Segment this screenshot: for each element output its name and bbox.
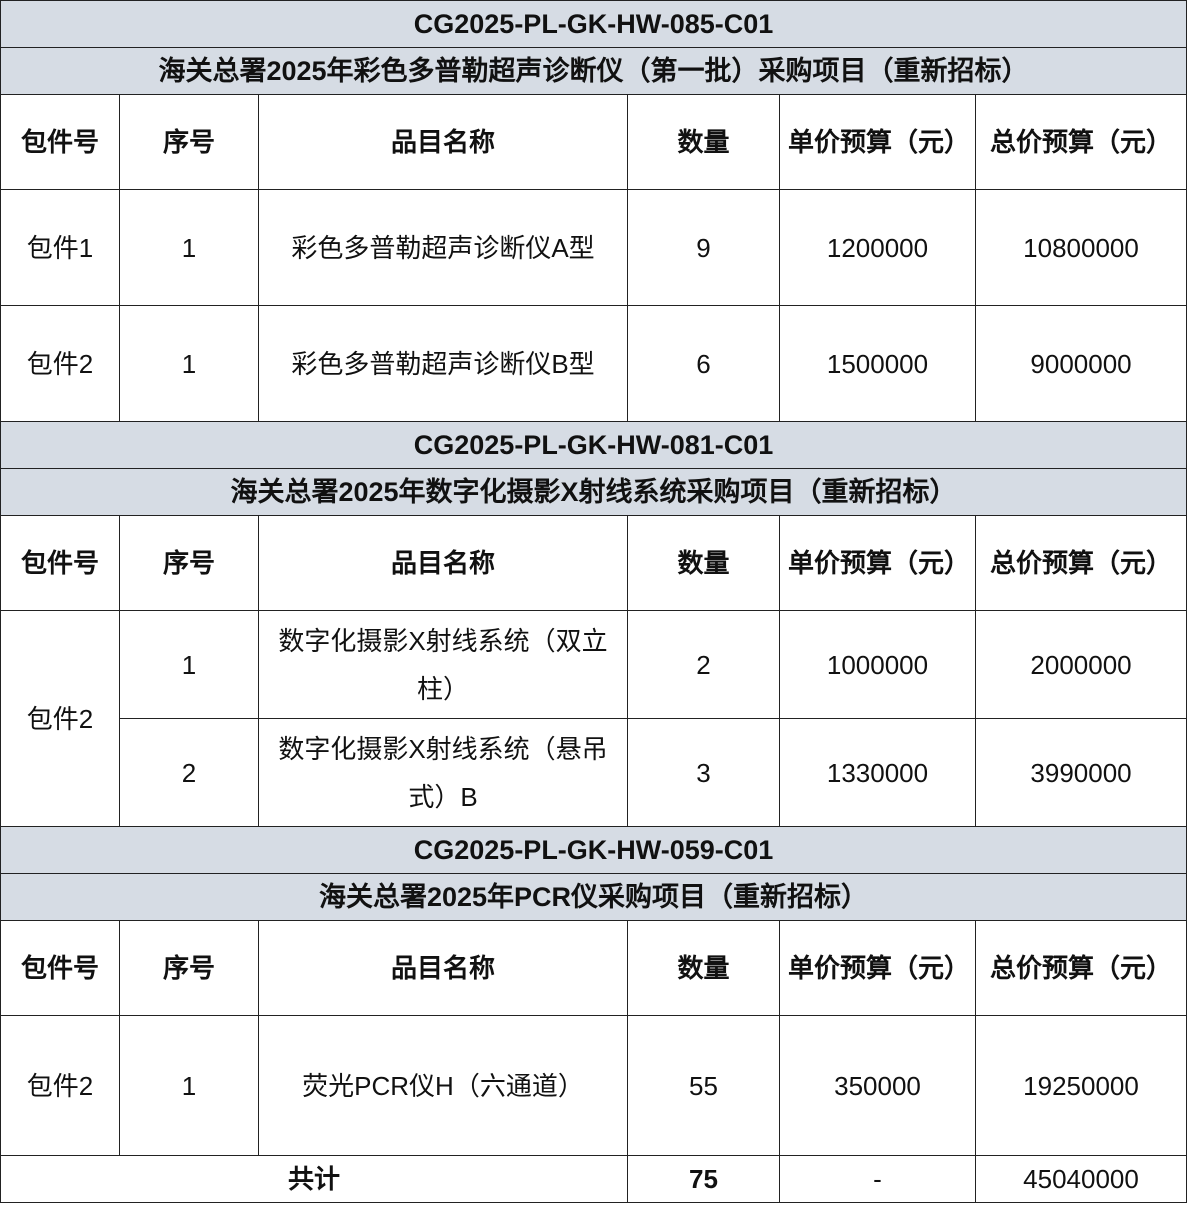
- total-budget-cell: 19250000: [974, 1015, 1187, 1156]
- seq-cell: 1: [119, 610, 259, 719]
- column-header-unit-budget: 单价预算（元）: [779, 94, 976, 190]
- column-header-quantity: 数量: [627, 515, 780, 611]
- total-label: 共计: [0, 1155, 628, 1203]
- column-header-unit-budget: 单价预算（元）: [779, 515, 976, 611]
- project-title: 海关总署2025年数字化摄影X射线系统采购项目（重新招标）: [0, 468, 1187, 516]
- seq-cell: 1: [119, 189, 259, 306]
- total-row: 共计 75-45040000: [0, 1155, 1187, 1203]
- item-name-cell: 彩色多普勒超声诊断仪A型: [258, 189, 628, 306]
- column-header-total-budget: 总价预算（元）: [974, 515, 1187, 611]
- column-header-seq: 序号: [119, 920, 259, 1016]
- project-title-row: 海关总署2025年彩色多普勒超声诊断仪（第一批）采购项目（重新招标）: [0, 47, 1187, 95]
- column-header-quantity: 数量: [627, 920, 780, 1016]
- item-name-cell: 荧光PCR仪H（六通道）: [258, 1015, 628, 1156]
- quantity-cell: 6: [627, 305, 780, 422]
- column-header-item-name: 品目名称: [258, 515, 628, 611]
- table-row: 包件2 1 荧光PCR仪H（六通道） 55 350000 19250000: [0, 1015, 1187, 1156]
- project-title-row: 海关总署2025年数字化摄影X射线系统采购项目（重新招标）: [0, 468, 1187, 516]
- seq-cell: 1: [119, 305, 259, 422]
- package-cell: 包件2: [0, 1015, 120, 1156]
- seq-cell: 1: [119, 1015, 259, 1156]
- project-title-row: 海关总署2025年PCR仪采购项目（重新招标）: [0, 873, 1187, 921]
- total-unit-budget: -: [779, 1155, 976, 1203]
- project-code-row: CG2025-PL-GK-HW-081-C01: [0, 421, 1187, 469]
- column-header-package: 包件号: [0, 515, 120, 611]
- package-cell: 包件2: [0, 610, 120, 827]
- column-header-unit-budget: 单价预算（元）: [779, 920, 976, 1016]
- column-header-total-budget: 总价预算（元）: [974, 920, 1187, 1016]
- project-title: 海关总署2025年PCR仪采购项目（重新招标）: [0, 873, 1187, 921]
- quantity-cell: 3: [627, 718, 780, 827]
- total-budget-cell: 10800000: [974, 189, 1187, 306]
- column-header-package: 包件号: [0, 920, 120, 1016]
- project-code-row: CG2025-PL-GK-HW-059-C01: [0, 826, 1187, 874]
- column-header-total-budget: 总价预算（元）: [974, 94, 1187, 190]
- total-budget-sum: 45040000: [974, 1155, 1187, 1203]
- seq-cell: 2: [119, 718, 259, 827]
- package-cell: 包件1: [0, 189, 120, 306]
- unit-budget-cell: 1500000: [779, 305, 976, 422]
- total-quantity: 75: [627, 1155, 780, 1203]
- header-row: 包件号 序号 品目名称 数量 单价预算（元） 总价预算（元）: [0, 515, 1187, 611]
- project-title: 海关总署2025年彩色多普勒超声诊断仪（第一批）采购项目（重新招标）: [0, 47, 1187, 95]
- unit-budget-cell: 1000000: [779, 610, 976, 719]
- header-row: 包件号 序号 品目名称 数量 单价预算（元） 总价预算（元）: [0, 94, 1187, 190]
- column-header-seq: 序号: [119, 94, 259, 190]
- column-header-package: 包件号: [0, 94, 120, 190]
- project-code-row: CG2025-PL-GK-HW-085-C01: [0, 0, 1187, 48]
- item-name-cell: 数字化摄影X射线系统（悬吊式）B: [258, 718, 628, 827]
- table-row: 包件1 1 彩色多普勒超声诊断仪A型 9 1200000 10800000: [0, 189, 1187, 306]
- column-header-item-name: 品目名称: [258, 920, 628, 1016]
- project-code: CG2025-PL-GK-HW-085-C01: [0, 0, 1187, 48]
- table-row: 包件2 1 彩色多普勒超声诊断仪B型 6 1500000 9000000: [0, 305, 1187, 422]
- column-header-item-name: 品目名称: [258, 94, 628, 190]
- unit-budget-cell: 1330000: [779, 718, 976, 827]
- table-row: 2 数字化摄影X射线系统（悬吊式）B 3 1330000 3990000: [1, 718, 1187, 827]
- total-budget-cell: 9000000: [974, 305, 1187, 422]
- package-cell: 包件2: [0, 305, 120, 422]
- table-row: 包件2 1 数字化摄影X射线系统（双立柱） 2 1000000 2000000: [0, 610, 1187, 827]
- column-header-seq: 序号: [119, 515, 259, 611]
- total-budget-cell: 2000000: [974, 610, 1187, 719]
- header-row: 包件号 序号 品目名称 数量 单价预算（元） 总价预算（元）: [0, 920, 1187, 1016]
- quantity-cell: 2: [627, 610, 780, 719]
- column-header-quantity: 数量: [627, 94, 780, 190]
- unit-budget-cell: 1200000: [779, 189, 976, 306]
- quantity-cell: 55: [627, 1015, 780, 1156]
- item-name-cell: 数字化摄影X射线系统（双立柱）: [258, 610, 628, 719]
- project-code: CG2025-PL-GK-HW-081-C01: [0, 421, 1187, 469]
- item-name-cell: 彩色多普勒超声诊断仪B型: [258, 305, 628, 422]
- quantity-cell: 9: [627, 189, 780, 306]
- unit-budget-cell: 350000: [779, 1015, 976, 1156]
- project-code: CG2025-PL-GK-HW-059-C01: [0, 826, 1187, 874]
- total-budget-cell: 3990000: [974, 718, 1187, 827]
